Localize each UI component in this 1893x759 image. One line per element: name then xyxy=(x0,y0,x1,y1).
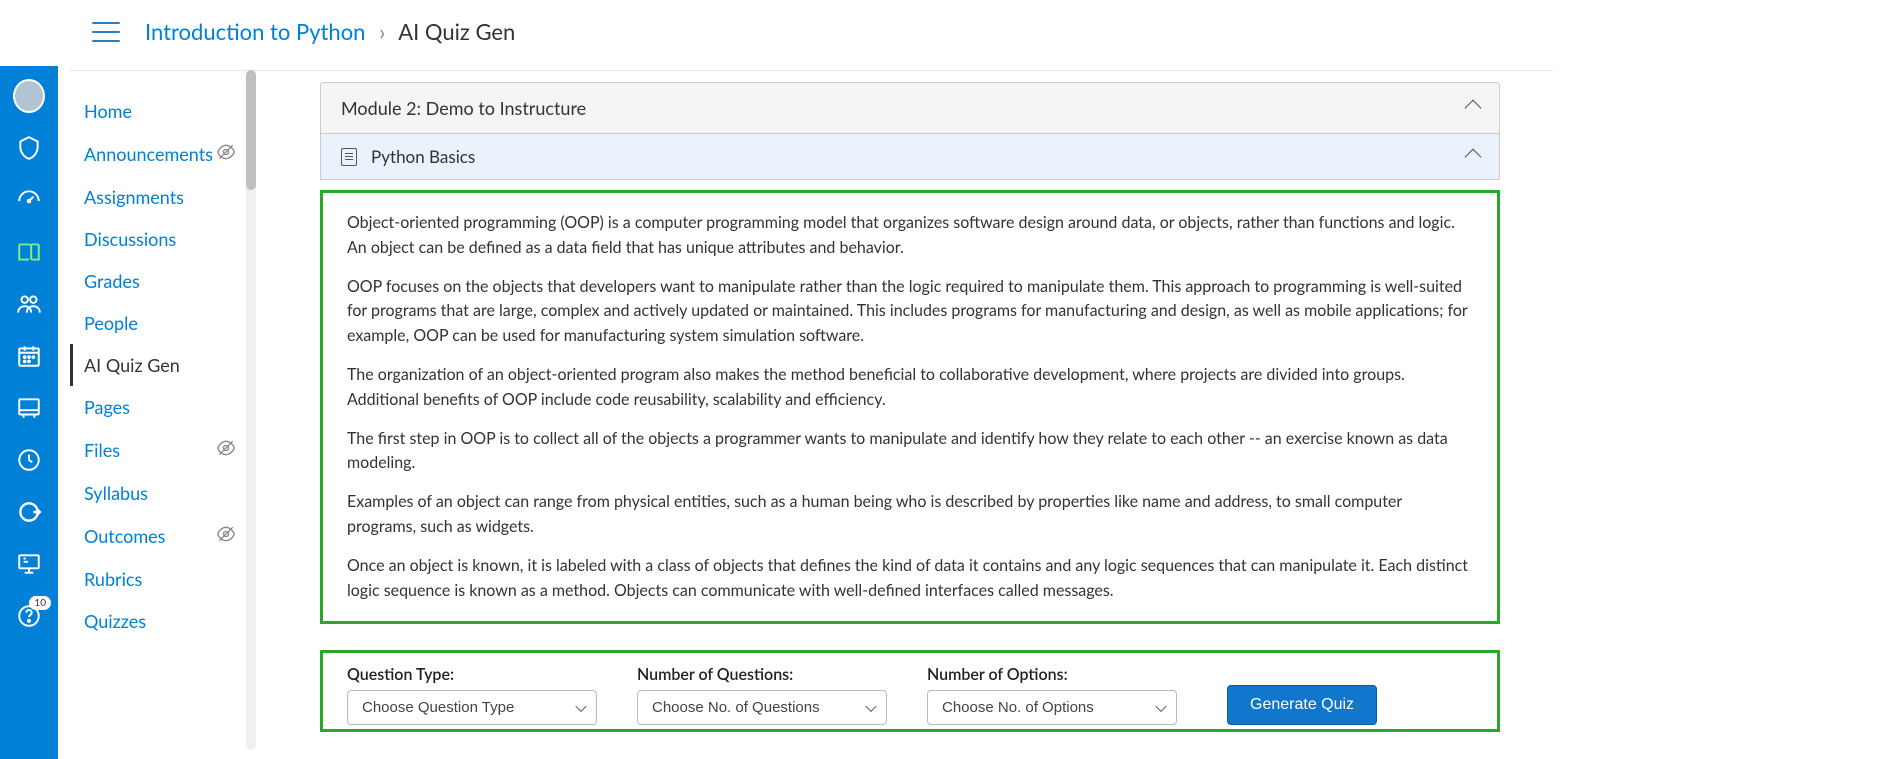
hidden-eye-icon xyxy=(216,142,236,166)
breadcrumb-course-link[interactable]: Introduction to Python xyxy=(145,18,365,45)
num-options-select[interactable]: Choose No. of Options xyxy=(927,690,1177,725)
chevron-up-icon xyxy=(1465,148,1482,165)
breadcrumb: Introduction to Python › AI Quiz Gen xyxy=(145,18,515,45)
content-paragraph: Object-oriented programming (OOP) is a c… xyxy=(347,211,1473,261)
course-nav-item[interactable]: Rubrics xyxy=(70,558,250,600)
course-nav-label: Quizzes xyxy=(84,610,146,632)
chevron-up-icon xyxy=(1465,100,1482,117)
num-questions-group: Number of Questions: Choose No. of Quest… xyxy=(637,665,887,725)
help-badge: 10 xyxy=(29,596,51,610)
dashboard-icon[interactable] xyxy=(13,184,45,216)
account-icon[interactable] xyxy=(13,80,45,112)
course-nav-item[interactable]: Assignments xyxy=(70,176,250,218)
course-nav-item[interactable]: Files xyxy=(70,428,250,472)
course-nav-item[interactable]: Outcomes xyxy=(70,514,250,558)
course-nav-item[interactable]: Pages xyxy=(70,386,250,428)
hidden-eye-icon xyxy=(216,524,236,548)
course-nav-label: Home xyxy=(84,100,132,122)
num-options-label: Number of Options: xyxy=(927,665,1177,684)
document-icon xyxy=(341,148,357,166)
course-nav-label: Files xyxy=(84,439,120,461)
breadcrumb-separator: › xyxy=(379,18,385,45)
studio-icon[interactable] xyxy=(13,548,45,580)
scrollbar-thumb[interactable] xyxy=(246,70,256,190)
course-nav-item[interactable]: Discussions xyxy=(70,218,250,260)
scrollbar-track xyxy=(246,70,256,750)
course-nav-label: Assignments xyxy=(84,186,184,208)
quiz-form-box: Question Type: Choose Question Type Numb… xyxy=(320,650,1500,732)
course-nav-item[interactable]: Syllabus xyxy=(70,472,250,514)
course-nav-label: People xyxy=(84,312,138,334)
content-paragraph: Examples of an object can range from phy… xyxy=(347,490,1473,540)
course-nav-label: Discussions xyxy=(84,228,176,250)
course-nav-label: Announcements xyxy=(84,143,213,165)
history-icon[interactable] xyxy=(13,444,45,476)
course-nav-item[interactable]: Home xyxy=(70,90,250,132)
module-header[interactable]: Module 2: Demo to Instructure xyxy=(320,82,1500,134)
course-nav-item[interactable]: People xyxy=(70,302,250,344)
avatar xyxy=(13,79,45,113)
course-nav-item[interactable]: Grades xyxy=(70,260,250,302)
section-title: Python Basics xyxy=(371,146,475,167)
course-nav-label: Pages xyxy=(84,396,130,418)
content-highlight-box: Object-oriented programming (OOP) is a c… xyxy=(320,190,1500,624)
question-type-label: Question Type: xyxy=(347,665,597,684)
main-content: Module 2: Demo to Instructure Python Bas… xyxy=(320,82,1500,732)
content-paragraph: OOP focuses on the objects that develope… xyxy=(347,275,1473,349)
breadcrumb-current: AI Quiz Gen xyxy=(398,18,515,45)
section-header[interactable]: Python Basics xyxy=(320,134,1500,180)
generate-quiz-button[interactable]: Generate Quiz xyxy=(1227,685,1377,725)
num-questions-select[interactable]: Choose No. of Questions xyxy=(637,690,887,725)
course-nav-label: AI Quiz Gen xyxy=(84,354,180,376)
hamburger-menu-icon[interactable] xyxy=(92,22,120,42)
content-paragraph: Once an object is known, it is labeled w… xyxy=(347,554,1473,604)
course-nav: Home Announcements Assignments Discussions G… xyxy=(70,90,250,642)
top-divider xyxy=(70,70,1553,71)
course-nav-label: Rubrics xyxy=(84,568,142,590)
top-bar: Introduction to Python › AI Quiz Gen xyxy=(0,0,1893,66)
course-nav-item[interactable]: Announcements xyxy=(70,132,250,176)
hidden-eye-icon xyxy=(216,438,236,462)
content-paragraph: The first step in OOP is to collect all … xyxy=(347,427,1473,477)
num-options-group: Number of Options: Choose No. of Options xyxy=(927,665,1177,725)
inbox-icon[interactable] xyxy=(13,392,45,424)
groups-icon[interactable] xyxy=(13,288,45,320)
global-nav-rail: 10 xyxy=(0,66,58,759)
courses-icon[interactable] xyxy=(13,236,45,268)
help-icon[interactable]: 10 xyxy=(13,600,45,632)
question-type-group: Question Type: Choose Question Type xyxy=(347,665,597,725)
course-nav-label: Syllabus xyxy=(84,482,148,504)
module-title: Module 2: Demo to Instructure xyxy=(341,97,586,119)
commons-icon[interactable] xyxy=(13,496,45,528)
course-nav-label: Grades xyxy=(84,270,140,292)
course-nav-label: Outcomes xyxy=(84,525,165,547)
content-paragraph: The organization of an object-oriented p… xyxy=(347,363,1473,413)
num-questions-label: Number of Questions: xyxy=(637,665,887,684)
course-nav-item[interactable]: Quizzes xyxy=(70,600,250,642)
calendar-icon[interactable] xyxy=(13,340,45,372)
course-nav-item[interactable]: AI Quiz Gen xyxy=(70,344,250,386)
admin-icon[interactable] xyxy=(13,132,45,164)
question-type-select[interactable]: Choose Question Type xyxy=(347,690,597,725)
